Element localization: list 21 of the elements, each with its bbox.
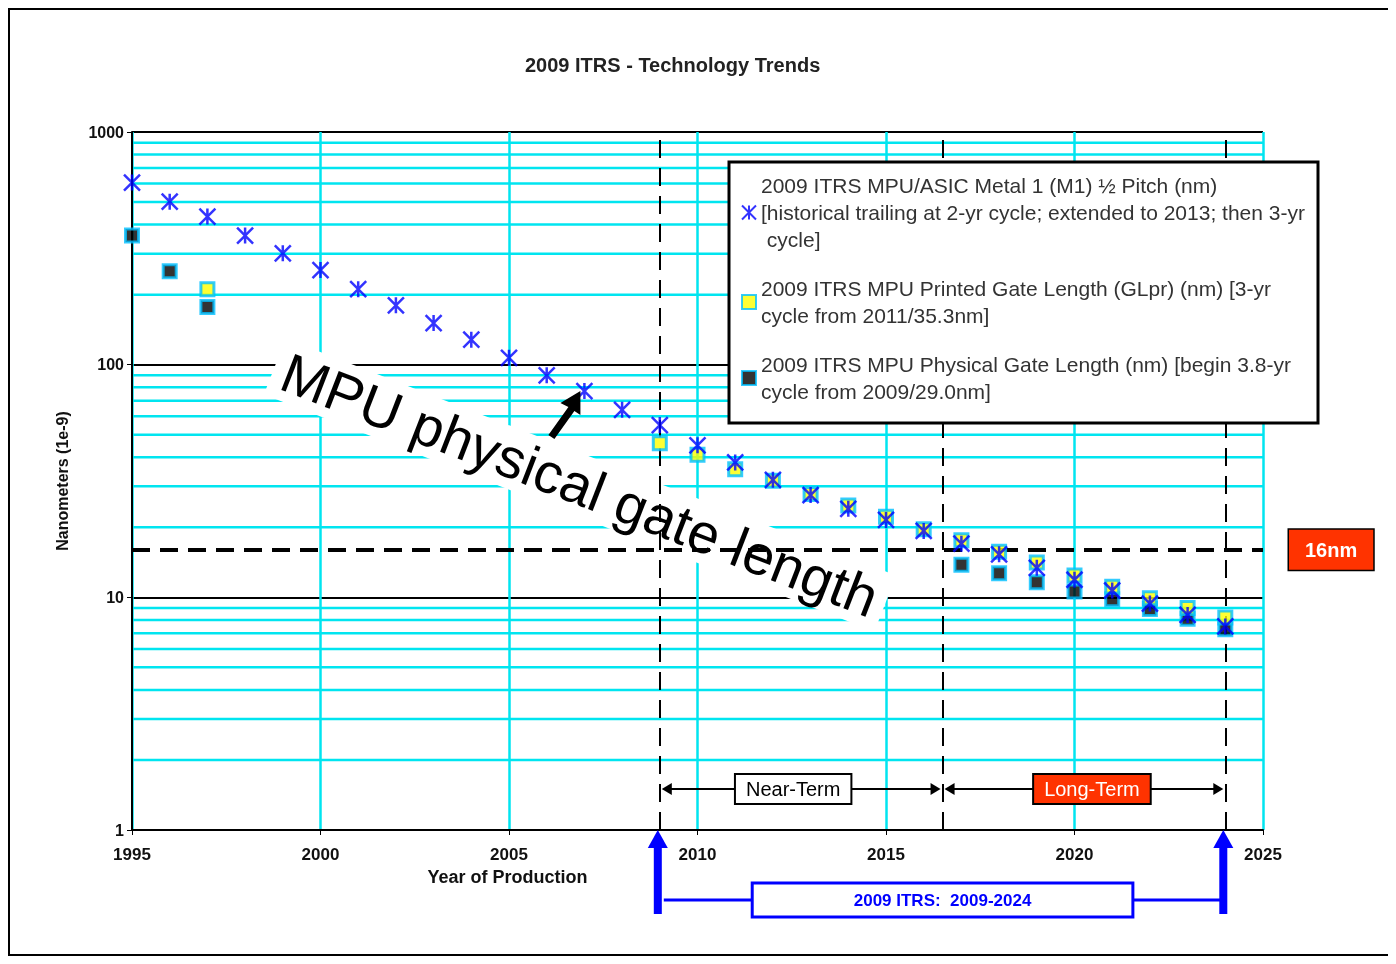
y-axis-title: Nanometers (1e-9) bbox=[53, 411, 71, 551]
legend-label: 2009 ITRS MPU Physical Gate Length (nm) [begin 3.8-yr cycle from 2009/29.0nm] bbox=[761, 353, 1297, 403]
text: 2009 ITRS: 2009-2024 bbox=[853, 890, 1032, 910]
x-tick-label: 2010 bbox=[678, 845, 717, 864]
annotation: Near-Term bbox=[745, 778, 841, 800]
x-tick-label: 1995 bbox=[113, 845, 151, 864]
ref-line-label: 16nm bbox=[1305, 538, 1358, 561]
legend-label: 2009 ITRS MPU Printed Gate Length (GLpr) (nm) [3-yr cycle from 2011/35.3nm] bbox=[761, 277, 1277, 327]
y-tick-label: 100 bbox=[97, 356, 125, 374]
x-tick-label: 2000 bbox=[301, 845, 340, 864]
x-axis-title: Year of Production bbox=[427, 866, 588, 887]
chart-title: 2009 ITRS - Technology Trends bbox=[525, 54, 821, 76]
y-tick-label: 1 bbox=[115, 821, 125, 839]
x-tick-label: 2020 bbox=[1055, 845, 1094, 864]
y-tick-label: 1000 bbox=[88, 123, 125, 141]
x-tick-label: 2005 bbox=[490, 845, 528, 864]
annotation: Long-Term bbox=[1044, 778, 1140, 800]
x-tick-label: 2025 bbox=[1244, 845, 1282, 864]
legend-label: 2009 ITRS MPU/ASIC Metal 1 (M1) ½ Pitch (nm) [historical trailing at 2-yr cycle; extended to 2013; then 3-yr cycle] bbox=[761, 174, 1305, 251]
x-tick-label: 2015 bbox=[867, 845, 905, 864]
y-tick-label: 10 bbox=[106, 588, 125, 606]
